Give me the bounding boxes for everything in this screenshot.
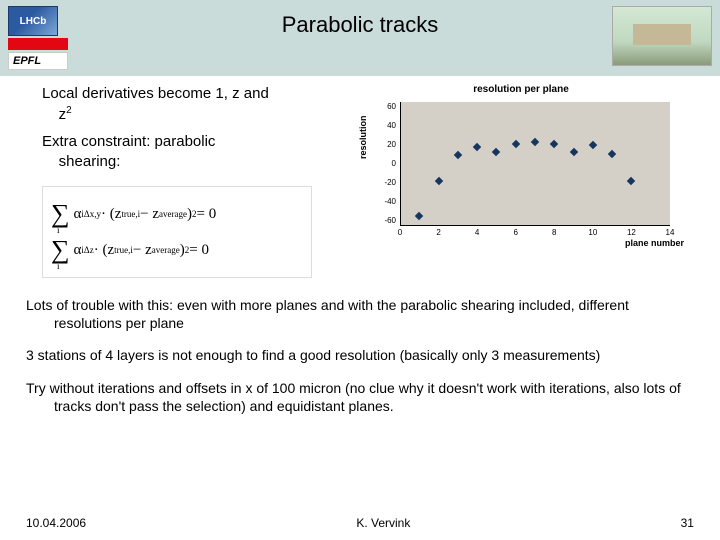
bullet-2-line2: shearing: <box>59 153 121 170</box>
ytick: -40 <box>380 197 396 206</box>
xtick: 8 <box>547 228 561 237</box>
right-column: resolution per plane resolution plane nu… <box>356 84 690 278</box>
epfl-logo: EPFL <box>8 52 68 70</box>
chart-xlabel: plane number <box>625 238 684 248</box>
paragraph-1: Lots of trouble with this: even with mor… <box>26 296 690 332</box>
chart-border <box>400 102 670 226</box>
footer-date: 10.04.2006 <box>26 516 86 530</box>
bullet-2-line1: Extra constraint: parabolic <box>42 133 215 150</box>
chart-title: resolution per plane <box>356 84 686 95</box>
chart-ylabel: resolution <box>358 115 368 159</box>
header: LHCb EPFL Parabolic tracks <box>0 0 720 76</box>
bullet-2: Extra constraint: parabolic shearing: <box>42 132 342 173</box>
epfl-bar <box>8 38 68 50</box>
xtick: 2 <box>432 228 446 237</box>
xtick: 4 <box>470 228 484 237</box>
footer-page: 31 <box>681 516 694 530</box>
ytick: 20 <box>380 140 396 149</box>
footer-author: K. Vervink <box>356 516 410 530</box>
ytick: 60 <box>380 102 396 111</box>
bullet-1-sup: 2 <box>66 105 72 116</box>
logo-stack: LHCb EPFL <box>8 6 68 70</box>
xtick: 0 <box>393 228 407 237</box>
body-text: Lots of trouble with this: even with mor… <box>0 278 720 415</box>
ytick: -60 <box>380 216 396 225</box>
left-column: Local derivatives become 1, z and z2 Ext… <box>42 84 342 278</box>
footer: 10.04.2006 K. Vervink 31 <box>0 516 720 530</box>
scatter-chart: resolution per plane resolution plane nu… <box>356 84 686 254</box>
bullet-1: Local derivatives become 1, z and z2 <box>42 84 342 126</box>
equation-box: ∑i αiΔx,y · (ztrue,i − zaverage )2 = 0 ∑… <box>42 186 312 278</box>
xtick: 12 <box>624 228 638 237</box>
ytick: -20 <box>380 178 396 187</box>
equation-1: ∑i αiΔx,y · (ztrue,i − zaverage )2 = 0 <box>51 199 303 229</box>
paragraph-3: Try without iterations and offsets in x … <box>26 379 690 415</box>
content-area: Local derivatives become 1, z and z2 Ext… <box>0 76 720 278</box>
ytick: 40 <box>380 121 396 130</box>
ytick: 0 <box>380 159 396 168</box>
lhcb-logo: LHCb <box>8 6 58 36</box>
xtick: 6 <box>509 228 523 237</box>
paragraph-2: 3 stations of 4 layers is not enough to … <box>26 346 690 364</box>
xtick: 14 <box>663 228 677 237</box>
detector-image <box>612 6 712 66</box>
bullet-1-line1: Local derivatives become 1, z and <box>42 85 269 102</box>
xtick: 10 <box>586 228 600 237</box>
equation-2: ∑i αiΔz · (ztrue,i − zaverage )2 = 0 <box>51 235 303 265</box>
